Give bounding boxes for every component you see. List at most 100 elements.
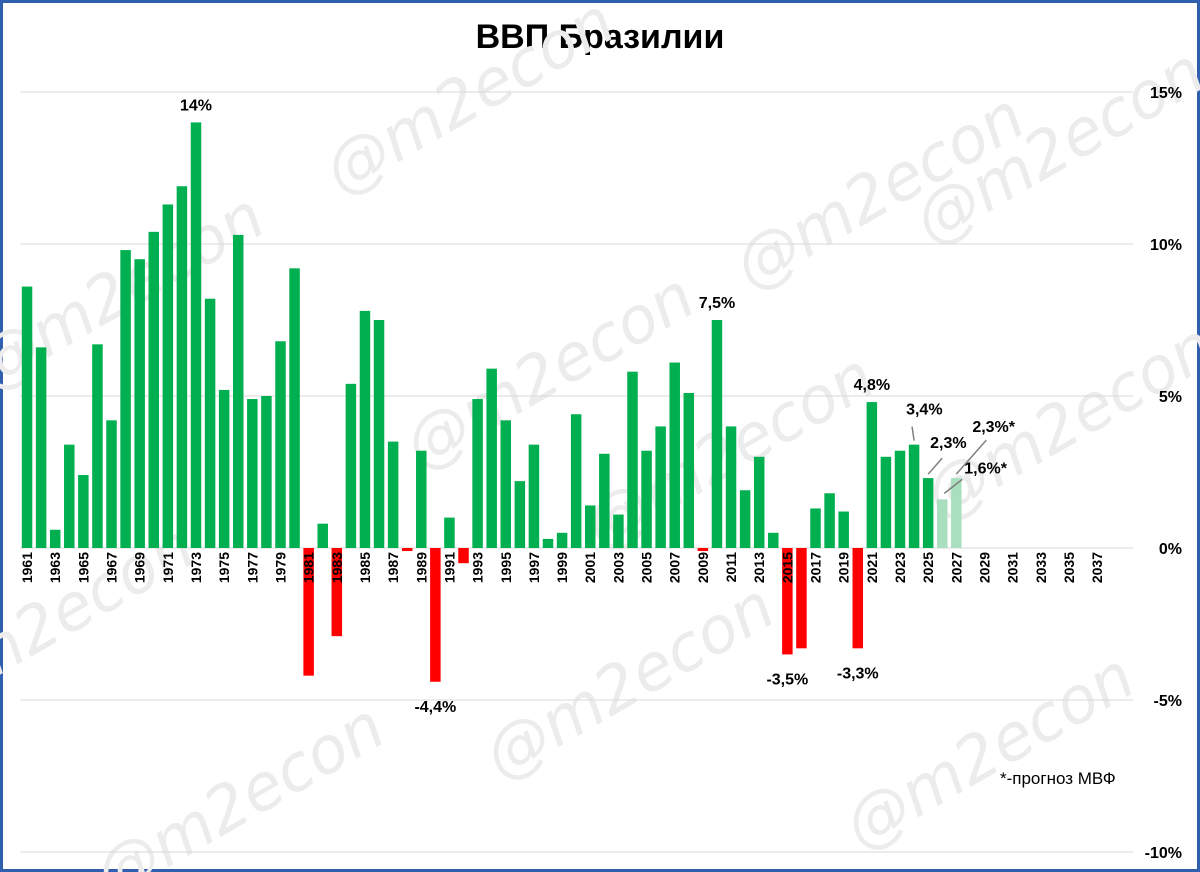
bar-2025 bbox=[922, 478, 934, 548]
bar-1963 bbox=[49, 529, 61, 548]
x-tick-label: 1967 bbox=[104, 552, 120, 583]
x-tick-label: 1983 bbox=[329, 552, 345, 583]
chart-title: ВВП Бразилии bbox=[475, 18, 725, 56]
bar-1970 bbox=[148, 231, 160, 548]
x-tick-label: 2033 bbox=[1033, 552, 1049, 583]
bar-1996 bbox=[514, 481, 526, 548]
bar-1999 bbox=[556, 532, 568, 548]
x-tick-label: 2025 bbox=[920, 552, 936, 583]
x-tick-label: 2031 bbox=[1005, 552, 1021, 583]
bar-1965 bbox=[78, 475, 89, 548]
bar-1961 bbox=[21, 286, 33, 548]
bar-1987 bbox=[387, 441, 399, 548]
x-tick-labels: 1961 1963 1965 1967 1969 1971 1973 1975 1977 1979… bbox=[19, 552, 1105, 583]
bar-1992 bbox=[458, 548, 469, 564]
leader-line bbox=[911, 426, 915, 441]
bar-2006 bbox=[655, 426, 666, 548]
leader-line bbox=[955, 439, 987, 475]
watermark-text: @m2econ bbox=[832, 639, 1147, 864]
bar-1967 bbox=[106, 420, 117, 548]
data-label-2010: 7,5% bbox=[699, 295, 735, 312]
bar-2021 bbox=[866, 402, 878, 548]
x-tick-label: 2021 bbox=[864, 552, 880, 583]
bar-2014 bbox=[768, 532, 779, 548]
bar-1977 bbox=[247, 399, 258, 548]
x-tick-label: 2027 bbox=[948, 552, 964, 583]
bar-1988 bbox=[401, 548, 413, 552]
bar-2020 bbox=[852, 548, 864, 649]
x-tick-label: 2005 bbox=[639, 552, 655, 583]
bar-2023 bbox=[894, 450, 906, 548]
y-tick-label: -5% bbox=[1154, 693, 1182, 710]
bar-2026 bbox=[936, 499, 948, 548]
bar-2017 bbox=[810, 508, 821, 548]
x-tick-label: 2023 bbox=[892, 552, 908, 583]
bars bbox=[21, 122, 962, 682]
x-tick-label: 1969 bbox=[132, 552, 148, 583]
x-tick-label: 1973 bbox=[188, 552, 204, 583]
bar-1984 bbox=[345, 383, 357, 548]
x-tick-label: 2019 bbox=[836, 552, 852, 583]
x-tick-label: 1979 bbox=[272, 552, 288, 583]
bar-2004 bbox=[627, 371, 638, 548]
bar-2008 bbox=[683, 392, 695, 548]
bar-1978 bbox=[261, 396, 272, 548]
bar-2005 bbox=[641, 450, 652, 548]
data-label-2015: -3,5% bbox=[766, 671, 808, 688]
bar-2018 bbox=[824, 493, 835, 548]
bar-1981 bbox=[303, 548, 314, 676]
x-tick-label: 1971 bbox=[160, 552, 176, 583]
y-tick-label: 15% bbox=[1150, 85, 1182, 102]
x-tick-label: 1987 bbox=[385, 552, 401, 583]
y-tick-label: 5% bbox=[1159, 389, 1182, 406]
y-tick-label: -10% bbox=[1145, 845, 1182, 862]
bar-2019 bbox=[838, 511, 849, 548]
bar-2002 bbox=[599, 453, 610, 548]
x-tick-label: 2003 bbox=[610, 552, 626, 583]
data-label-2027: 2,3%* bbox=[972, 419, 1015, 436]
x-tick-label: 1961 bbox=[19, 552, 35, 583]
bar-1989 bbox=[416, 450, 427, 548]
bar-2013 bbox=[753, 456, 765, 548]
bar-1976 bbox=[232, 234, 244, 548]
x-tick-label: 1989 bbox=[413, 552, 429, 583]
x-tick-label: 2013 bbox=[751, 552, 767, 583]
bar-1998 bbox=[542, 538, 554, 548]
y-tick-labels: 15% 10% 5% 0% -5% -10% bbox=[1145, 85, 1182, 862]
y-tick-label: 0% bbox=[1159, 541, 1182, 558]
bar-1994 bbox=[486, 368, 497, 548]
bar-2000 bbox=[570, 414, 582, 548]
data-label-2020: -3,3% bbox=[837, 665, 879, 682]
bar-1974 bbox=[204, 298, 216, 548]
x-tick-label: 1977 bbox=[244, 552, 260, 583]
x-tick-label: 1999 bbox=[554, 552, 570, 583]
data-label-2024: 3,4% bbox=[906, 402, 942, 419]
bar-1966 bbox=[92, 344, 103, 548]
bar-2001 bbox=[584, 505, 596, 548]
bar-2003 bbox=[613, 514, 624, 548]
bar-2027 bbox=[951, 478, 962, 548]
bar-2007 bbox=[669, 362, 680, 548]
bar-1979 bbox=[275, 341, 286, 548]
bar-1991 bbox=[444, 517, 455, 548]
watermark-text: @m2econ bbox=[472, 569, 787, 794]
bar-1973 bbox=[190, 122, 202, 549]
data-label-1990: -4,4% bbox=[414, 699, 456, 716]
bar-2010 bbox=[711, 320, 723, 548]
bar-2015 bbox=[782, 548, 793, 655]
bar-1997 bbox=[528, 444, 540, 548]
x-tick-label: 2037 bbox=[1089, 552, 1105, 583]
bar-1972 bbox=[176, 186, 188, 549]
x-tick-label: 2017 bbox=[808, 552, 824, 583]
gridlines bbox=[20, 91, 1133, 853]
bar-1983 bbox=[331, 548, 343, 637]
x-tick-label: 2011 bbox=[723, 552, 739, 583]
x-tick-label: 2029 bbox=[976, 552, 992, 583]
y-tick-label: 10% bbox=[1150, 237, 1182, 254]
data-label-1973: 14% bbox=[180, 97, 212, 114]
leader-line bbox=[943, 478, 963, 494]
bar-1962 bbox=[35, 347, 47, 548]
x-tick-label: 2009 bbox=[695, 552, 711, 583]
x-tick-label: 1995 bbox=[498, 552, 514, 583]
x-tick-label: 1997 bbox=[526, 552, 542, 583]
